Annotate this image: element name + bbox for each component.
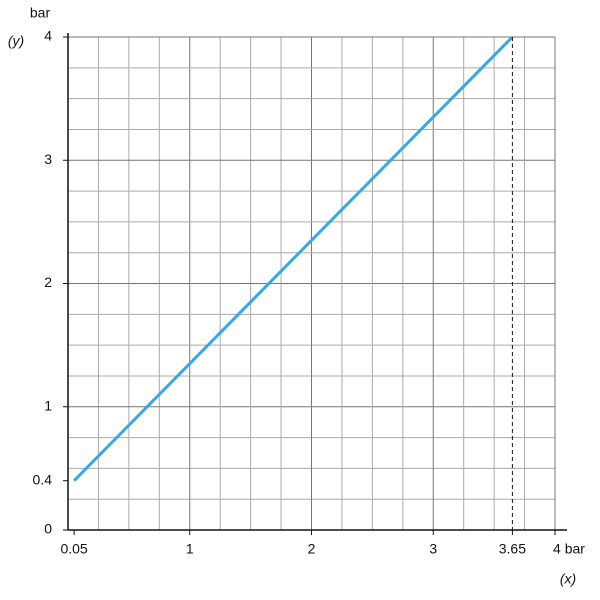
y-tick-label: 3 [44, 151, 52, 167]
x-tick-label: 3 [429, 541, 437, 557]
x-tick-label: 4 bar [553, 541, 585, 557]
y-tick-label: 2 [44, 274, 52, 290]
y-tick-label: 0 [44, 521, 52, 537]
data-line [73, 35, 514, 482]
y-unit: bar [30, 5, 51, 21]
x-tick-label: 0.05 [60, 541, 87, 557]
y-tick-label: 4 [44, 28, 52, 44]
x-tick-label: 2 [308, 541, 316, 557]
x-tick-label: 3.65 [499, 541, 526, 557]
y-axis-label: (y) [8, 33, 24, 49]
x-tick-label: 1 [186, 541, 194, 557]
x-axis-label: (x) [560, 571, 576, 587]
y-tick-label: 0.4 [33, 471, 53, 487]
y-tick-label: 1 [44, 397, 52, 413]
